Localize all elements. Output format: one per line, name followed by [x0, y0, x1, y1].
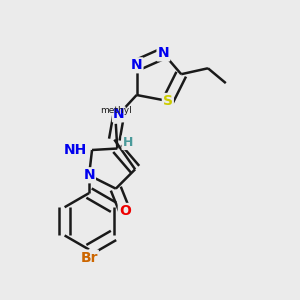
Text: O: O [119, 204, 131, 218]
Text: S: S [163, 94, 173, 108]
Text: methyl: methyl [100, 106, 132, 115]
Text: N: N [158, 46, 169, 60]
Text: H: H [122, 136, 133, 149]
Text: N: N [131, 58, 142, 72]
Text: NH: NH [64, 143, 87, 157]
Text: N: N [113, 107, 124, 121]
Text: Br: Br [80, 250, 98, 265]
Text: N: N [83, 168, 95, 182]
